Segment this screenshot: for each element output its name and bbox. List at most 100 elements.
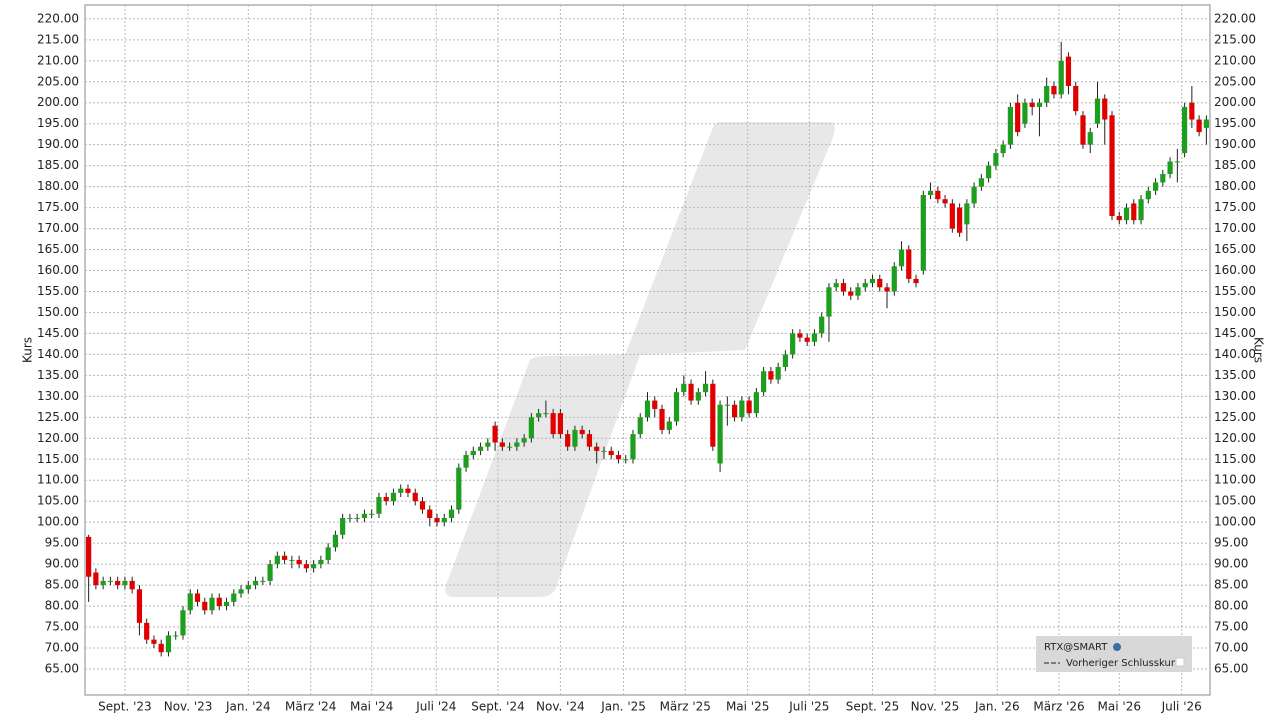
y-tick-label: 180.00 xyxy=(37,179,79,193)
candle-body xyxy=(746,400,752,414)
y-tick-label: 70.00 xyxy=(45,641,79,655)
candle-body xyxy=(202,601,208,611)
y-tick-label: 95.00 xyxy=(45,536,79,550)
candle-body xyxy=(565,434,571,447)
y2-tick-label: 130.00 xyxy=(1214,389,1256,403)
candle-body xyxy=(572,429,578,447)
candle-body xyxy=(369,513,375,515)
candle-body xyxy=(1058,60,1064,95)
candle-body xyxy=(1189,102,1195,120)
candle-body xyxy=(942,199,948,204)
watermark xyxy=(445,122,835,597)
y2-tick-label: 115.00 xyxy=(1214,452,1256,466)
candle-body xyxy=(630,434,636,460)
x-tick-label: Jan. '25 xyxy=(600,700,646,714)
x-tick-label: Juli '26 xyxy=(1161,700,1202,714)
candle-body xyxy=(1181,106,1188,154)
x-tick-label: Nov. '25 xyxy=(911,700,960,714)
legend-icon xyxy=(1113,643,1121,651)
candle-body xyxy=(623,459,629,461)
candle-body xyxy=(1152,182,1159,191)
y2-tick-label: 175.00 xyxy=(1214,200,1256,214)
candle-body xyxy=(840,283,847,292)
candle-body xyxy=(1073,85,1079,112)
candle-body xyxy=(848,291,854,296)
candle-body xyxy=(826,287,832,317)
y2-tick-label: 65.00 xyxy=(1214,661,1248,675)
candle-body xyxy=(978,178,984,187)
candle-body xyxy=(506,446,513,448)
candle-body xyxy=(332,534,339,548)
y2-tick-label: 75.00 xyxy=(1214,620,1248,634)
candle-body xyxy=(122,580,128,586)
candle-body xyxy=(1029,102,1035,107)
candle-body xyxy=(775,366,781,380)
candle-body xyxy=(318,559,324,565)
candle-body xyxy=(869,278,876,284)
candle-body xyxy=(702,383,709,393)
y-tick-label: 135.00 xyxy=(37,368,79,382)
candle-body xyxy=(1167,161,1173,175)
x-tick-label: Jan. '24 xyxy=(225,700,271,714)
y2-tick-label: 195.00 xyxy=(1214,116,1256,130)
candle-body xyxy=(405,488,411,493)
candle-body xyxy=(1015,102,1021,133)
candle-body xyxy=(790,333,796,355)
y2-tick-label: 90.00 xyxy=(1214,557,1248,571)
x-tick-label: März '24 xyxy=(285,700,336,714)
candle-body xyxy=(717,404,723,464)
candle-body xyxy=(456,467,462,510)
candle-body xyxy=(93,572,99,586)
y2-tick-label: 200.00 xyxy=(1214,95,1256,109)
y-tick-label: 100.00 xyxy=(37,515,79,529)
candle-body xyxy=(245,585,251,590)
y-tick-label: 205.00 xyxy=(37,74,79,88)
y-tick-label: 115.00 xyxy=(37,452,79,466)
y-axis-label: Kurs xyxy=(21,337,35,363)
candle-body xyxy=(1123,207,1130,221)
y2-axis-label: Kurs xyxy=(1252,337,1266,363)
y2-tick-label: 145.00 xyxy=(1214,326,1256,340)
candle-body xyxy=(1087,132,1093,145)
candle-body xyxy=(296,559,302,565)
candle-body xyxy=(1203,119,1209,128)
candle-body xyxy=(158,643,164,653)
y2-tick-label: 85.00 xyxy=(1214,578,1248,592)
candle-body xyxy=(644,400,651,418)
candle-body xyxy=(710,383,716,447)
y-tick-label: 195.00 xyxy=(37,116,79,130)
candle-body xyxy=(884,287,890,292)
candle-body xyxy=(107,580,114,582)
legend-item[interactable]: RTX@SMART xyxy=(1044,642,1108,653)
candle-body xyxy=(499,442,505,447)
candle-body xyxy=(594,446,600,451)
candle-body xyxy=(289,559,295,561)
legend-item[interactable]: Vorheriger Schlusskurs xyxy=(1066,658,1180,669)
y2-tick-label: 220.00 xyxy=(1214,11,1256,25)
candle-body xyxy=(782,354,789,367)
candle-body xyxy=(659,408,665,430)
candle-body xyxy=(913,278,919,284)
candle-body xyxy=(1160,174,1166,183)
y2-tick-label: 95.00 xyxy=(1214,536,1248,550)
y2-tick-label: 205.00 xyxy=(1214,74,1256,88)
candle-body xyxy=(1102,98,1108,120)
candle-body xyxy=(855,287,861,296)
candle-body xyxy=(579,429,585,435)
candle-body xyxy=(441,517,447,523)
candle-body xyxy=(528,417,534,439)
candle-body xyxy=(673,392,680,422)
candle-body xyxy=(1094,98,1101,124)
x-tick-label: Juli '24 xyxy=(415,700,456,714)
x-tick-label: Mai '26 xyxy=(1098,700,1141,714)
candle-body xyxy=(419,501,426,510)
candle-body xyxy=(1138,199,1144,221)
y-tick-label: 185.00 xyxy=(37,158,79,172)
candle-body xyxy=(485,442,491,447)
candle-body xyxy=(935,190,941,200)
candle-body xyxy=(833,283,839,288)
legend-checkbox[interactable] xyxy=(1175,657,1185,667)
candle-body xyxy=(187,593,193,611)
y-tick-label: 110.00 xyxy=(37,473,79,487)
